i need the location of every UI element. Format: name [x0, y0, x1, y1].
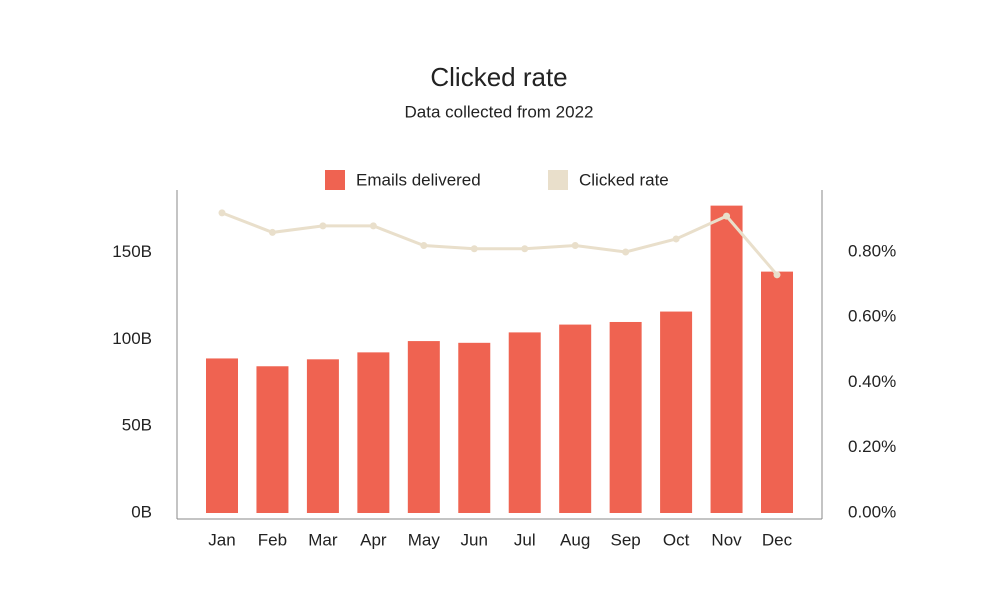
y2-tick-label: 0.20% — [848, 437, 896, 456]
bar — [306, 359, 339, 513]
y-tick-label: 150B — [112, 242, 152, 261]
bar — [458, 342, 491, 513]
x-tick-label: Jun — [461, 530, 488, 549]
y2-tick-label: 0.00% — [848, 502, 896, 521]
x-tick-label: Feb — [258, 530, 287, 549]
bar — [609, 321, 642, 513]
bar — [256, 366, 289, 513]
x-tick-label: Sep — [611, 530, 641, 549]
legend-swatch — [325, 170, 345, 190]
bar — [761, 271, 793, 513]
legend-label: Clicked rate — [579, 170, 669, 189]
y2-tick-label: 0.40% — [848, 372, 896, 391]
line-point — [723, 212, 731, 220]
line-point — [672, 235, 680, 243]
line-point — [571, 241, 579, 249]
line-point — [319, 222, 327, 230]
chart-title: Clicked rate — [430, 62, 567, 92]
line-point — [470, 245, 478, 253]
line-point — [622, 248, 630, 256]
y-tick-label: 0B — [131, 502, 152, 521]
x-tick-label: Apr — [360, 530, 387, 549]
x-tick-label: Oct — [663, 530, 690, 549]
line-point — [521, 245, 529, 253]
legend-swatch — [548, 170, 568, 190]
x-tick-label: Jul — [514, 530, 536, 549]
line-point — [268, 228, 276, 236]
y2-tick-label: 0.80% — [848, 241, 896, 260]
bar — [660, 311, 693, 513]
x-tick-label: Aug — [560, 530, 590, 549]
line-point — [420, 241, 428, 249]
bar — [407, 341, 440, 513]
x-tick-label: Mar — [308, 530, 338, 549]
line-point — [773, 271, 781, 279]
bar — [508, 332, 541, 513]
x-tick-label: Nov — [711, 530, 742, 549]
y-tick-label: 100B — [112, 329, 152, 348]
line-point — [369, 222, 377, 230]
chart-subtitle: Data collected from 2022 — [405, 102, 594, 121]
legend-label: Emails delivered — [356, 170, 481, 189]
x-tick-label: May — [408, 530, 441, 549]
y2-tick-label: 0.60% — [848, 307, 896, 326]
bar — [206, 358, 238, 513]
bar — [559, 324, 592, 513]
bar — [357, 352, 390, 513]
x-tick-label: Jan — [208, 530, 235, 549]
x-tick-label: Dec — [762, 530, 793, 549]
bar — [710, 205, 743, 513]
y-tick-label: 50B — [122, 416, 152, 435]
line — [221, 211, 779, 276]
line-point — [218, 209, 226, 217]
